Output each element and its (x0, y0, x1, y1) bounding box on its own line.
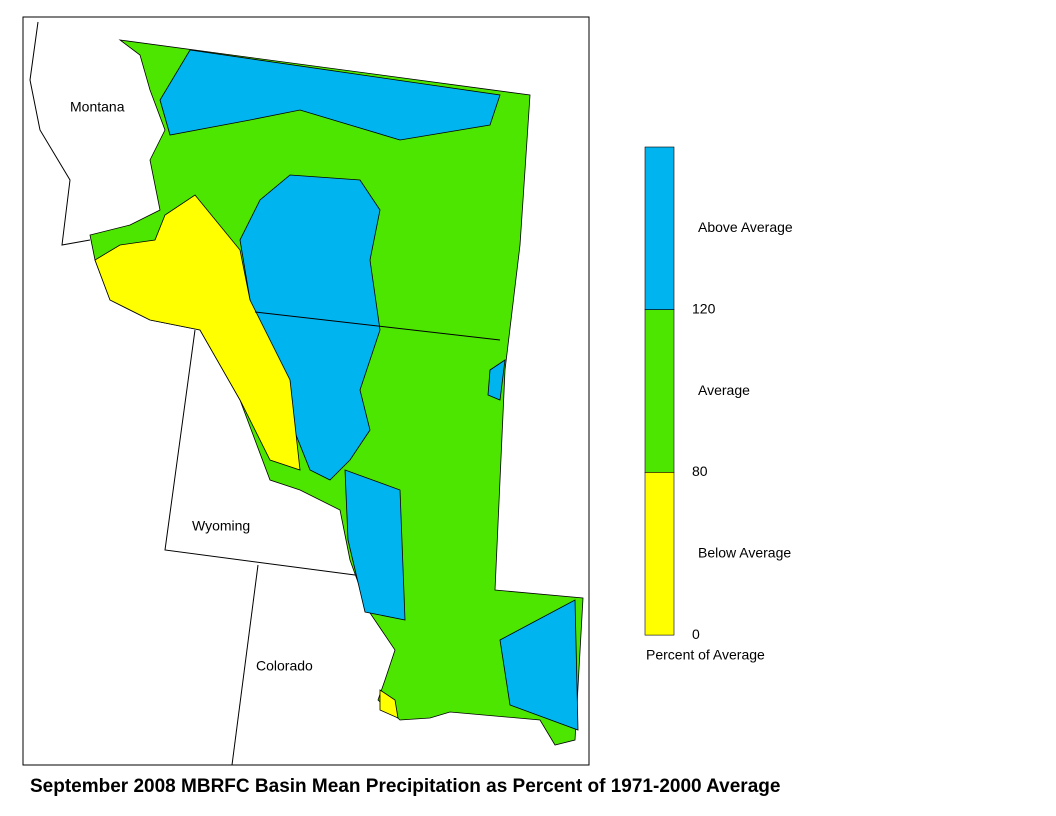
state-label: Colorado (256, 658, 313, 674)
basin-region (379, 689, 399, 719)
state-border (29, 21, 91, 246)
legend-swatch (644, 146, 675, 310)
basin-region (487, 359, 506, 401)
legend: Above Average Average Below Average 120 80 0 (644, 146, 793, 642)
state-label: Wyoming (192, 518, 250, 534)
basin-region (499, 599, 579, 731)
legend-label: Below Average (698, 544, 791, 560)
state-border (231, 564, 259, 766)
basin-region (344, 469, 406, 621)
legend-tick-label: 80 (692, 463, 708, 479)
map: Montana Wyoming Colorado (29, 21, 584, 766)
legend-tick-label: 120 (692, 300, 716, 316)
title: September 2008 MBRFC Basin Mean Precipit… (30, 776, 780, 797)
legend-title: Percent of Average (646, 647, 765, 663)
state-border (164, 329, 356, 576)
basin-region (94, 194, 301, 471)
legend-swatch (644, 309, 675, 473)
legend-label: Above Average (698, 219, 793, 235)
legend-tick-label: 0 (692, 626, 700, 642)
basin-region (159, 49, 501, 141)
legend-swatch (644, 472, 675, 636)
state-label: Montana (70, 99, 125, 115)
state-border (254, 311, 501, 341)
legend-label: Average (698, 382, 750, 398)
